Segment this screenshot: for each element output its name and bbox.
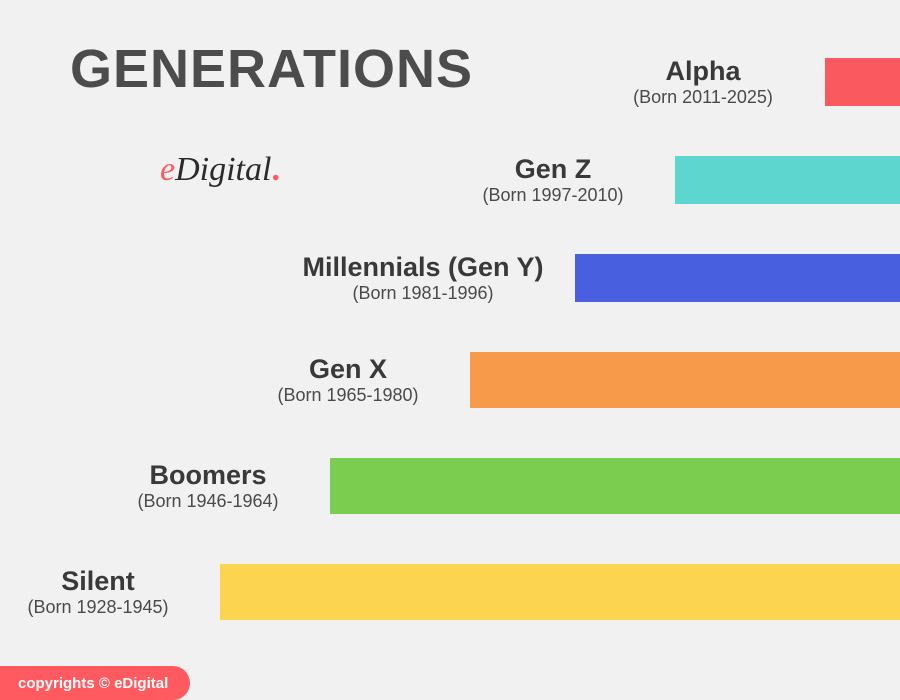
generation-row: Silent(Born 1928-1945) — [0, 564, 900, 620]
generation-label: Gen Z(Born 1997-2010) — [453, 156, 653, 204]
generation-range: (Born 1965-1980) — [277, 385, 418, 406]
generation-range: (Born 1928-1945) — [27, 597, 168, 618]
generation-row: Millennials (Gen Y)(Born 1981-1996) — [0, 254, 900, 302]
copyright-badge: copyrights © eDigital — [0, 666, 190, 700]
generation-label: Alpha(Born 2011-2025) — [603, 58, 803, 106]
generation-bar — [825, 58, 900, 106]
generation-bar — [220, 564, 900, 620]
generation-bar — [675, 156, 900, 204]
generation-range: (Born 2011-2025) — [633, 87, 773, 108]
generation-name: Alpha — [665, 56, 740, 87]
generation-row: Gen X(Born 1965-1980) — [0, 352, 900, 408]
generation-label: Millennials (Gen Y)(Born 1981-1996) — [293, 254, 553, 302]
generation-row: Gen Z(Born 1997-2010) — [0, 156, 900, 204]
generation-range: (Born 1997-2010) — [482, 185, 623, 206]
generation-name: Millennials (Gen Y) — [302, 252, 543, 283]
generation-name: Gen Z — [515, 154, 592, 185]
generation-label: Gen X(Born 1965-1980) — [248, 352, 448, 408]
generation-range: (Born 1946-1964) — [137, 491, 278, 512]
generation-row: Alpha(Born 2011-2025) — [0, 58, 900, 106]
generation-name: Silent — [61, 566, 135, 597]
generation-name: Gen X — [309, 354, 387, 385]
generation-range: (Born 1981-1996) — [352, 283, 493, 304]
generation-bar — [575, 254, 900, 302]
generation-bar — [330, 458, 900, 514]
generation-name: Boomers — [149, 460, 266, 491]
generation-bar — [470, 352, 900, 408]
generation-label: Boomers(Born 1946-1964) — [108, 458, 308, 514]
generation-row: Boomers(Born 1946-1964) — [0, 458, 900, 514]
infographic-canvas: GENERATIONS eDigital. Alpha(Born 2011-20… — [0, 0, 900, 700]
copyright-text: copyrights © eDigital — [18, 675, 168, 692]
generation-label: Silent(Born 1928-1945) — [0, 564, 198, 620]
